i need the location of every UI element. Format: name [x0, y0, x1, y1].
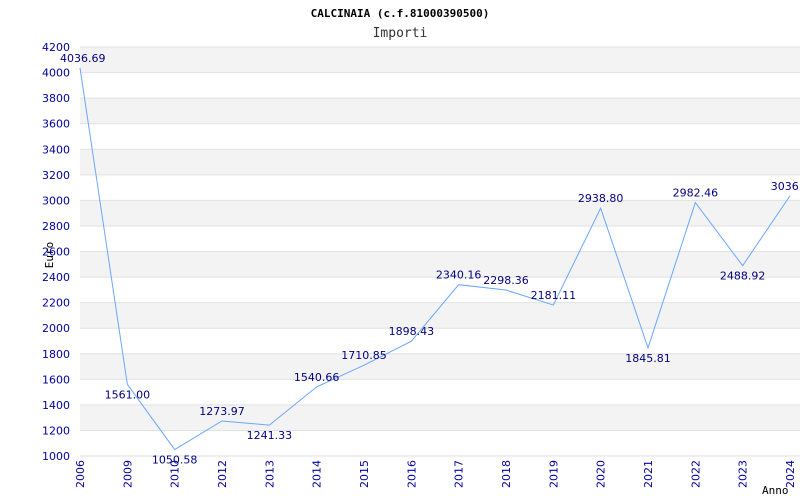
grid-band	[80, 47, 800, 73]
x-axis-ticks: 2006 2009 2010 2012 2013 2014 2015 2016 2017 2018…	[74, 460, 797, 488]
y-tick-label: 1400	[42, 399, 70, 412]
x-tick-label: 2006	[74, 460, 87, 488]
y-tick-label: 3200	[42, 169, 70, 182]
y-tick-label: 3400	[42, 143, 70, 156]
y-tick-label: 3800	[42, 92, 70, 105]
y-tick-label: 1600	[42, 373, 70, 386]
data-label: 2938.80	[578, 192, 624, 205]
x-tick-label: 2009	[121, 460, 134, 488]
y-tick-label: 4200	[42, 41, 70, 54]
x-tick-label: 2010	[169, 460, 182, 488]
x-axis-label: Anno	[762, 484, 789, 497]
y-tick-label: 1200	[42, 424, 70, 437]
x-tick-label: 2019	[547, 460, 560, 488]
data-label: 4036.69	[60, 52, 106, 65]
y-tick-label: 2200	[42, 297, 70, 310]
x-tick-label: 2023	[737, 460, 750, 488]
x-tick-label: 2012	[216, 460, 229, 488]
data-label: 1273.97	[199, 405, 245, 418]
x-tick-label: 2021	[642, 460, 655, 488]
x-tick-label: 2015	[358, 460, 371, 488]
grid-band	[80, 251, 800, 278]
series-line	[79, 67, 791, 451]
data-label: 1561.00	[105, 388, 151, 401]
data-label: 1050.58	[152, 454, 198, 467]
x-tick-label: 2013	[263, 460, 276, 488]
y-tick-label: 1800	[42, 348, 70, 361]
chart-subtitle: Importi	[373, 26, 428, 41]
x-tick-label: 2018	[500, 460, 513, 488]
grid-lines	[80, 46, 800, 457]
data-label: 1845.81	[625, 352, 671, 365]
data-label: 1710.85	[341, 349, 387, 362]
data-label: 1540.66	[294, 371, 340, 384]
data-label: 2488.92	[720, 270, 766, 283]
y-tick-label: 2400	[42, 271, 70, 284]
y-tick-label: 3000	[42, 194, 70, 207]
grid-band	[80, 404, 800, 431]
x-tick-label: 2022	[689, 460, 702, 488]
data-label: 2181.11	[531, 289, 577, 302]
data-label: 3036.0	[771, 180, 800, 193]
x-tick-label: 2024	[784, 460, 797, 488]
y-tick-label: 4000	[42, 67, 70, 80]
x-tick-label: 2017	[453, 460, 466, 488]
grid-band	[80, 353, 800, 380]
data-label: 2340.16	[436, 269, 482, 282]
y-tick-label: 2600	[42, 246, 70, 259]
y-axis-ticks: 1000 1200 1400 1600 1800 2000 2200 2400 2600 2800…	[42, 41, 70, 463]
grid-bands	[80, 47, 800, 431]
grid-band	[80, 149, 800, 175]
x-tick-label: 2016	[405, 460, 418, 488]
y-tick-label: 2800	[42, 220, 70, 233]
x-tick-label: 2014	[311, 460, 324, 488]
chart-title: CALCINAIA (c.f.81000390500)	[311, 7, 490, 20]
data-label: 2298.36	[483, 274, 529, 287]
y-axis-label: Euro	[43, 242, 56, 269]
grid-band	[80, 200, 800, 226]
y-tick-label: 3600	[42, 118, 70, 131]
y-tick-label: 1000	[42, 450, 70, 463]
data-label: 2982.46	[673, 187, 719, 200]
data-label: 1898.43	[389, 325, 435, 338]
x-tick-label: 2020	[595, 460, 608, 488]
y-tick-label: 2000	[42, 322, 70, 335]
grid-band	[80, 98, 800, 124]
data-label: 1241.33	[247, 429, 293, 442]
